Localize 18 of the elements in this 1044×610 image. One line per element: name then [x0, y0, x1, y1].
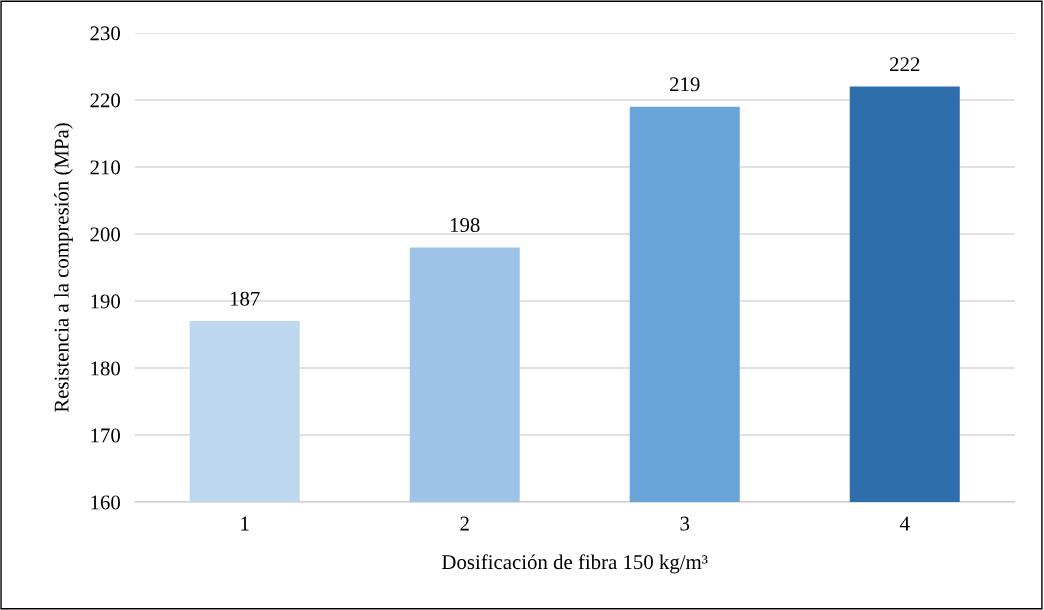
data-label: 198 — [450, 217, 480, 233]
x-tick-label: 4 — [899, 516, 910, 531]
y-tick-label: 190 — [91, 294, 120, 309]
x-tick-label: 1 — [241, 516, 249, 531]
x-tick-label: 3 — [680, 516, 690, 531]
y-tick-label: 200 — [90, 227, 120, 242]
y-tick-label: 210 — [90, 160, 120, 175]
data-label: 219 — [670, 77, 700, 92]
data-label: 187 — [230, 291, 260, 306]
y-tick-label: 170 — [91, 428, 120, 443]
y-tick-label: 220 — [90, 93, 120, 108]
y-tick-label: 160 — [91, 495, 120, 510]
x-tick-label: 2 — [460, 516, 469, 531]
x-axis-title: Dosificación de fibra 150 kg/m³ — [442, 554, 708, 574]
data-label: 222 — [890, 57, 920, 71]
y-axis-title: Resistencia a la compresión (MPa) — [53, 123, 73, 413]
y-tick-label: 180 — [91, 361, 120, 376]
y-tick-label: 230 — [90, 26, 120, 41]
